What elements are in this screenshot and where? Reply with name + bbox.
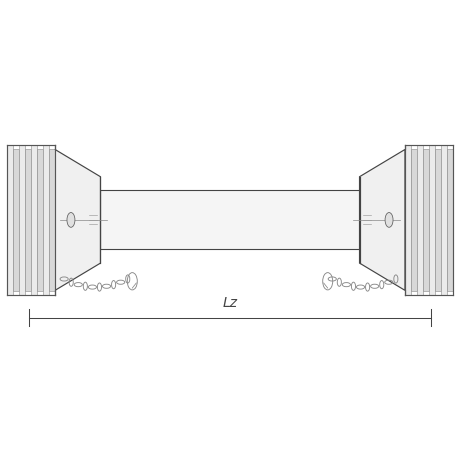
Polygon shape	[25, 149, 31, 291]
Polygon shape	[422, 149, 428, 291]
Text: Lz: Lz	[222, 295, 237, 309]
Polygon shape	[410, 149, 416, 291]
Polygon shape	[19, 146, 25, 295]
Polygon shape	[13, 149, 19, 291]
Polygon shape	[55, 150, 100, 291]
Polygon shape	[359, 150, 404, 291]
Polygon shape	[404, 146, 410, 295]
Polygon shape	[416, 146, 422, 295]
Ellipse shape	[67, 213, 75, 228]
Polygon shape	[7, 146, 13, 295]
Polygon shape	[428, 146, 434, 295]
Polygon shape	[49, 149, 55, 291]
Polygon shape	[43, 146, 49, 295]
Polygon shape	[100, 191, 359, 250]
Ellipse shape	[384, 213, 392, 228]
Polygon shape	[37, 149, 43, 291]
Polygon shape	[446, 149, 452, 291]
Polygon shape	[434, 149, 440, 291]
Polygon shape	[440, 146, 446, 295]
Polygon shape	[31, 146, 37, 295]
